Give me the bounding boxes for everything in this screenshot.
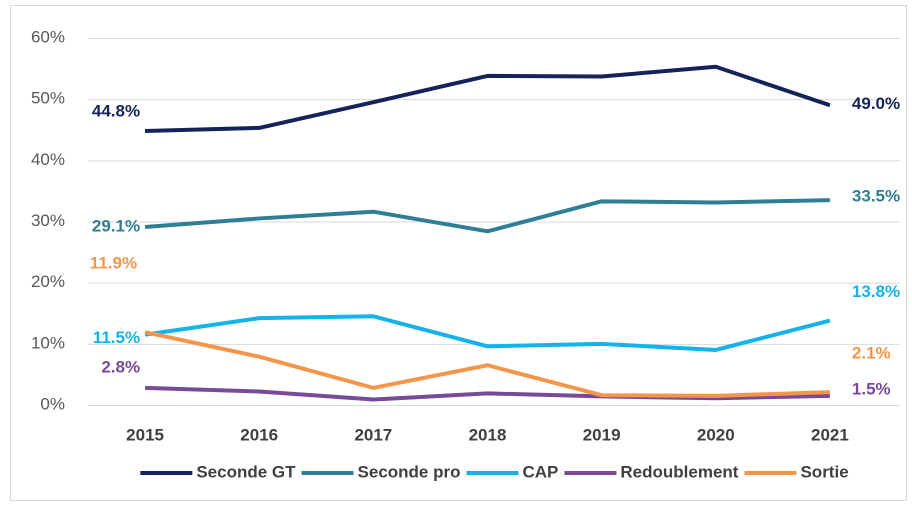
data-label: 2.8% xyxy=(101,357,140,376)
x-tick-label: 2017 xyxy=(354,425,392,444)
x-tick-label: 2019 xyxy=(583,425,621,444)
legend-item: Seconde GT xyxy=(140,462,296,481)
y-tick-label: 50% xyxy=(31,89,65,108)
data-label: 13.8% xyxy=(852,282,900,301)
y-tick-label: 40% xyxy=(31,150,65,169)
data-label: 2.1% xyxy=(852,344,891,363)
series-line xyxy=(145,64,831,133)
y-tick-label: 0% xyxy=(40,394,65,413)
data-label: 44.8% xyxy=(92,101,140,120)
legend-label: Seconde GT xyxy=(196,462,296,481)
legend-label: Sortie xyxy=(800,462,848,481)
series-line xyxy=(145,385,830,402)
series-line xyxy=(144,330,830,398)
data-label: 33.5% xyxy=(852,187,900,206)
x-tick-label: 2016 xyxy=(240,425,278,444)
legend-label: Redoublement xyxy=(620,462,738,481)
legend-label: Seconde pro xyxy=(358,462,461,481)
series-line xyxy=(144,198,830,234)
x-tick-label: 2015 xyxy=(126,425,164,444)
chart-frame xyxy=(10,5,907,501)
x-tick-label: 2018 xyxy=(469,425,507,444)
legend-item: Sortie xyxy=(744,462,849,481)
x-tick-label: 2021 xyxy=(811,425,849,444)
data-label: 11.5% xyxy=(93,328,140,347)
legend-label: CAP xyxy=(523,462,559,481)
data-label: 11.9% xyxy=(90,254,137,273)
data-label: 1.5% xyxy=(852,379,891,398)
x-tick-label: 2020 xyxy=(697,425,735,444)
series-line xyxy=(144,314,831,352)
legend-item: Redoublement xyxy=(564,462,739,481)
y-tick-label: 30% xyxy=(31,211,65,230)
y-tick-label: 20% xyxy=(31,272,65,291)
data-label: 49.0% xyxy=(852,94,900,113)
legend-item: CAP xyxy=(466,462,559,481)
data-label: 29.1% xyxy=(92,216,140,235)
y-tick-label: 10% xyxy=(31,333,65,352)
legend-item: Seconde pro xyxy=(301,462,461,481)
y-tick-label: 60% xyxy=(31,27,65,46)
